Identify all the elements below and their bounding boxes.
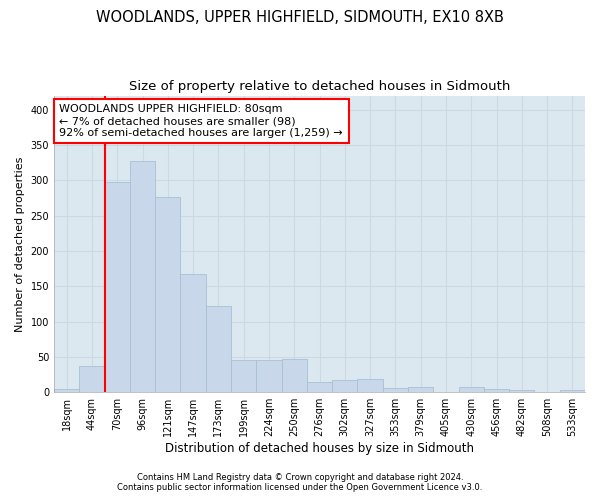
Bar xyxy=(332,380,358,392)
Bar xyxy=(281,359,307,392)
Bar xyxy=(130,160,155,392)
Text: Contains HM Land Registry data © Crown copyright and database right 2024.
Contai: Contains HM Land Registry data © Crown c… xyxy=(118,473,482,492)
Bar xyxy=(307,382,332,392)
Bar xyxy=(155,196,181,392)
Text: WOODLANDS, UPPER HIGHFIELD, SIDMOUTH, EX10 8XB: WOODLANDS, UPPER HIGHFIELD, SIDMOUTH, EX… xyxy=(96,10,504,25)
Bar xyxy=(79,366,104,392)
Bar xyxy=(484,390,509,392)
X-axis label: Distribution of detached houses by size in Sidmouth: Distribution of detached houses by size … xyxy=(165,442,474,455)
Bar xyxy=(458,388,484,392)
Bar xyxy=(358,380,383,392)
Title: Size of property relative to detached houses in Sidmouth: Size of property relative to detached ho… xyxy=(129,80,510,93)
Bar xyxy=(54,390,79,392)
Bar xyxy=(509,390,535,392)
Y-axis label: Number of detached properties: Number of detached properties xyxy=(15,156,25,332)
Bar xyxy=(256,360,281,392)
Bar xyxy=(181,274,206,392)
Bar xyxy=(560,390,585,392)
Bar xyxy=(408,388,433,392)
Text: WOODLANDS UPPER HIGHFIELD: 80sqm
← 7% of detached houses are smaller (98)
92% of: WOODLANDS UPPER HIGHFIELD: 80sqm ← 7% of… xyxy=(59,104,343,138)
Bar xyxy=(104,182,130,392)
Bar xyxy=(231,360,256,392)
Bar xyxy=(206,306,231,392)
Bar xyxy=(383,388,408,392)
